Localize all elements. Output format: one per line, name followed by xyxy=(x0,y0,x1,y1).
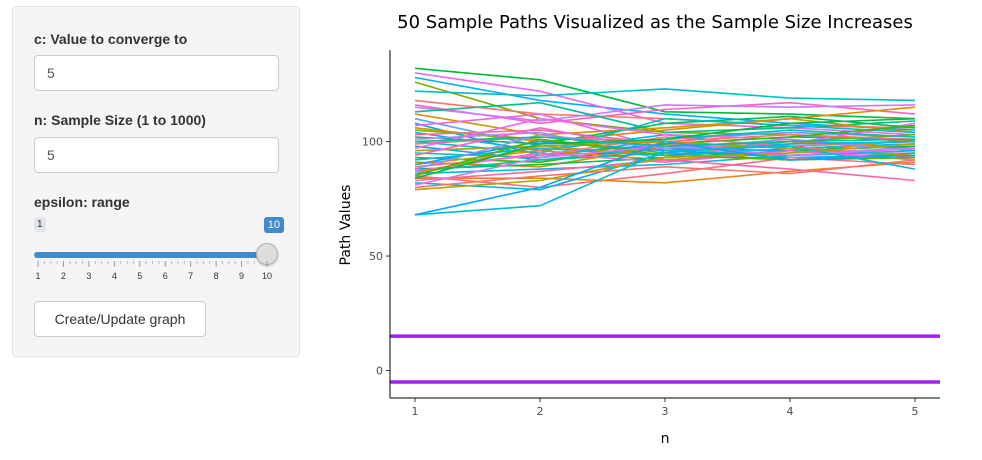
y-tick-label: 50 xyxy=(369,250,383,263)
sample-path-line xyxy=(414,115,916,145)
n-label: n: Sample Size (1 to 1000) xyxy=(34,112,206,128)
sample-path-line xyxy=(414,143,916,191)
sidebar-panel: c: Value to converge to n: Sample Size (… xyxy=(12,6,300,357)
slider-track[interactable] xyxy=(34,252,267,258)
slider-value-label: 10 xyxy=(263,217,284,233)
c-label: c: Value to converge to xyxy=(34,31,188,47)
slider-tick-label: 7 xyxy=(188,271,193,281)
y-tick-label: 0 xyxy=(376,365,383,378)
slider-tick-label: 10 xyxy=(262,271,272,281)
x-tick-label: 1 xyxy=(412,405,419,418)
sample-path-line xyxy=(414,159,916,182)
sample-path-line xyxy=(414,159,916,189)
sample-path-line xyxy=(414,124,916,164)
series-group xyxy=(414,67,916,216)
create-update-graph-button[interactable]: Create/Update graph xyxy=(34,301,206,337)
slider-tick-label: 3 xyxy=(86,271,91,281)
sample-path-line xyxy=(414,117,916,179)
sample-path-line xyxy=(414,140,916,191)
slider-tick-label: 5 xyxy=(137,271,142,281)
slider-tick-label: 6 xyxy=(163,271,168,281)
slider-tick-label: 1 xyxy=(35,271,40,281)
slider-tick-label: 2 xyxy=(61,271,66,281)
x-tick-label: 3 xyxy=(662,405,669,418)
x-tick-label: 5 xyxy=(912,405,919,418)
sample-path-line xyxy=(414,88,916,102)
sample-paths-chart: 50 Sample Paths Visualized as the Sample… xyxy=(338,12,940,447)
chart-title: 50 Sample Paths Visualized as the Sample… xyxy=(397,12,913,33)
sample-path-line xyxy=(414,101,916,134)
bound-lines xyxy=(390,334,940,384)
slider-tick-label: 9 xyxy=(239,271,244,281)
x-axis-label: n xyxy=(661,431,670,447)
slider-tick-label: 8 xyxy=(214,271,219,281)
x-tick-label: 4 xyxy=(787,405,794,418)
n-input[interactable] xyxy=(34,137,279,173)
slider-ticks: 1 2 3 4 5 6 7 8 9 10 xyxy=(35,261,272,281)
sample-path-line xyxy=(414,104,916,122)
slider-min-label: 1 xyxy=(34,217,46,232)
c-input[interactable] xyxy=(34,55,279,91)
y-axis-label: Path Values xyxy=(338,185,354,266)
sample-path-line xyxy=(414,140,916,216)
epsilon-label: epsilon: range xyxy=(34,194,130,210)
y-tick-label: 100 xyxy=(362,136,383,149)
epsilon-slider[interactable]: 1 10 1 2 3 4 5 6 7 8 9 10 xyxy=(34,217,284,287)
sample-path-line xyxy=(414,136,916,148)
slider-tick-label: 4 xyxy=(112,271,117,281)
sample-path-line xyxy=(414,145,916,216)
x-tick-label: 2 xyxy=(537,405,544,418)
